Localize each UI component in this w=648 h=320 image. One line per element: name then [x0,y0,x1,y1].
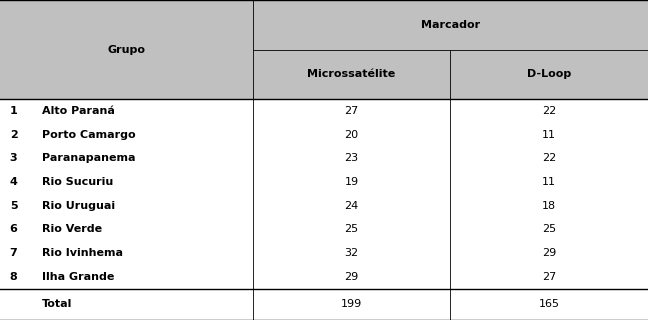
Text: 29: 29 [542,248,556,258]
Text: 4: 4 [10,177,17,187]
Text: Marcador: Marcador [421,20,480,30]
Text: 32: 32 [345,248,358,258]
Text: 22: 22 [542,153,556,164]
Text: 18: 18 [542,201,556,211]
Text: 5: 5 [10,201,17,211]
Text: 24: 24 [345,201,358,211]
Text: 2: 2 [10,130,17,140]
Text: 19: 19 [345,177,358,187]
Text: D-Loop: D-Loop [527,69,572,79]
Text: 27: 27 [542,272,556,282]
Bar [0,0,648,50]
Text: Alto Paraná: Alto Paraná [42,106,115,116]
Text: 27: 27 [345,106,358,116]
Text: 20: 20 [345,130,358,140]
Text: 6: 6 [10,224,17,235]
Text: 22: 22 [542,106,556,116]
Text: Rio Verde: Rio Verde [42,224,102,235]
Text: Microssatélite: Microssatélite [307,69,396,79]
Text: 11: 11 [542,130,556,140]
Text: Rio Ivinhema: Rio Ivinhema [42,248,123,258]
Text: 25: 25 [542,224,556,235]
Text: Grupo: Grupo [108,44,145,55]
Text: 199: 199 [341,299,362,309]
Text: Paranapanema: Paranapanema [42,153,135,164]
Text: Rio Uruguai: Rio Uruguai [42,201,115,211]
Text: 8: 8 [10,272,17,282]
Text: 23: 23 [345,153,358,164]
Text: 7: 7 [10,248,17,258]
Text: 29: 29 [345,272,358,282]
Text: 165: 165 [538,299,560,309]
Text: 1: 1 [10,106,17,116]
Text: 25: 25 [345,224,358,235]
Text: Rio Sucuriu: Rio Sucuriu [42,177,113,187]
Text: 3: 3 [10,153,17,164]
Text: Total: Total [42,299,73,309]
Bar [0,50,648,99]
Text: 11: 11 [542,177,556,187]
Text: Porto Camargo: Porto Camargo [42,130,135,140]
Text: Ilha Grande: Ilha Grande [42,272,115,282]
